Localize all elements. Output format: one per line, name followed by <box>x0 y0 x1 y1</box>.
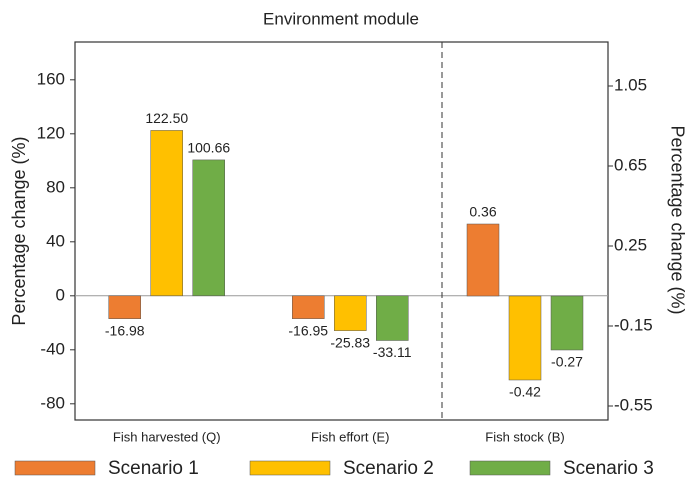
bar <box>550 295 584 351</box>
bar <box>334 295 367 331</box>
y-tick-label: 160 <box>37 69 65 88</box>
bar <box>466 223 500 297</box>
y2-tick-label: 1.05 <box>614 75 647 94</box>
data-label: 100.66 <box>187 140 230 156</box>
x-tick-label: Fish harvested (Q) <box>113 429 221 444</box>
data-label: 0.36 <box>469 204 496 220</box>
y2-tick-label: -0.15 <box>614 315 653 334</box>
legend-label: Scenario 1 <box>108 458 199 479</box>
y-axis-label: Percentage change (%) <box>9 136 29 325</box>
y-tick-label: 120 <box>37 123 65 142</box>
y-tick-label: 0 <box>56 285 65 304</box>
y-tick-label: -80 <box>40 393 65 412</box>
bar <box>376 295 409 341</box>
legend-label: Scenario 2 <box>343 458 434 479</box>
legend-swatch <box>249 460 331 476</box>
data-label: -16.98 <box>105 322 145 338</box>
y2-tick-label: -0.55 <box>614 395 653 414</box>
data-label: -0.42 <box>509 384 541 400</box>
legend-swatch <box>14 460 96 476</box>
legend-label: Scenario 3 <box>563 458 654 479</box>
data-label: -33.11 <box>373 344 412 360</box>
y2-tick-label: 0.65 <box>614 155 647 174</box>
data-label: -25.83 <box>330 334 370 350</box>
data-label: -0.27 <box>551 354 583 370</box>
bar <box>192 159 225 297</box>
legend-swatch <box>469 460 551 476</box>
data-label: -16.95 <box>288 322 328 338</box>
y-tick-label: 80 <box>46 177 65 196</box>
x-tick-label: Fish stock (B) <box>485 429 564 444</box>
data-label: 122.50 <box>145 110 188 126</box>
y2-tick-label: 0.25 <box>614 235 647 254</box>
plot-frame <box>74 41 609 421</box>
y-tick-label: -40 <box>40 339 65 358</box>
y-tick-label: 40 <box>46 231 65 250</box>
chart-title: Environment module <box>263 9 419 28</box>
y2-axis-label: Percentage change (%) <box>667 125 687 314</box>
bar <box>292 295 325 319</box>
x-tick-label: Fish effort (E) <box>311 429 390 444</box>
bar <box>108 295 141 319</box>
bar <box>150 130 183 297</box>
bar <box>508 295 542 381</box>
